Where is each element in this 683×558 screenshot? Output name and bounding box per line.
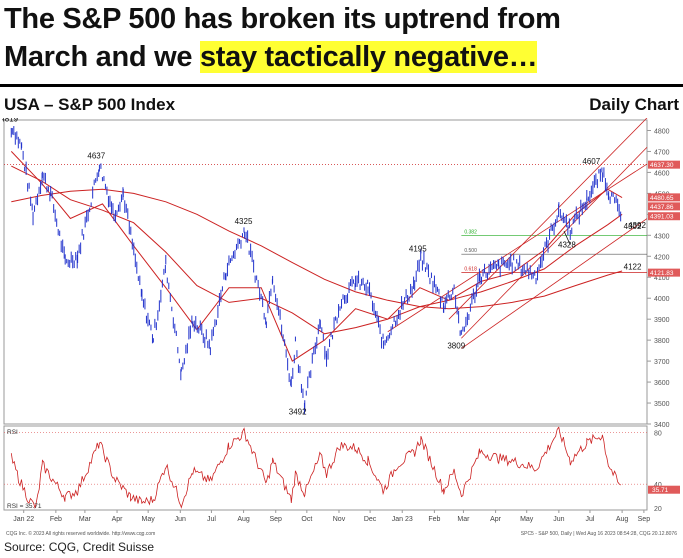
x-tick-label: Feb [50, 516, 62, 523]
rsi-value-left: RSI = 35.71 [7, 503, 42, 510]
price-annotation: 4392 [628, 221, 646, 230]
price-annotation: 4302 [624, 222, 642, 231]
x-tick-label: Apr [490, 516, 502, 523]
y-tick-label: 3900 [654, 317, 670, 324]
x-tick-label: May [520, 516, 534, 523]
fib-label: 0.500 [464, 248, 477, 254]
x-tick-label: Sep [638, 516, 651, 523]
value-box [648, 193, 680, 202]
x-tick-label: Jun [175, 516, 186, 523]
x-tick-label: Jan 22 [13, 516, 34, 523]
moving-average-line [10, 151, 623, 362]
price-annotation: 4325 [235, 217, 253, 226]
x-tick-label: May [142, 516, 156, 523]
rsi-panel-frame [3, 425, 648, 511]
headline-highlight: stay tactically negative… [199, 41, 538, 73]
chart-footer-left: CQG Inc. © 2023 All rights reserved worl… [6, 530, 155, 536]
moving-average-line [11, 165, 623, 335]
price-panel-frame [3, 119, 648, 425]
x-tick-label: Apr [112, 516, 124, 523]
x-tick-label: Aug [616, 516, 629, 523]
value-box [648, 202, 680, 211]
x-tick-label: Jul [207, 516, 216, 523]
value-box-label: 4121.83 [650, 270, 674, 277]
x-tick-label: Aug [237, 516, 250, 523]
y-tick-label: 4100 [654, 275, 670, 282]
y-tick-label: 3500 [654, 401, 670, 408]
rsi-value-box-label: 35.71 [652, 487, 669, 494]
trend-channel-line [448, 117, 648, 320]
rsi-tick-label: 80 [654, 430, 662, 437]
headline-line2-text: March and we [4, 41, 200, 73]
headline: The S&P 500 has broken its uptrend from … [4, 0, 679, 76]
rsi-label: RSI [7, 429, 18, 436]
price-annotation: 4637 [87, 152, 105, 161]
trend-channel-line [461, 218, 648, 349]
chart-frequency: Daily Chart [589, 95, 679, 114]
price-annotation: 4195 [409, 244, 427, 253]
divider [0, 84, 683, 87]
rsi-tick-label: 40 [654, 482, 662, 489]
rsi-line [10, 426, 621, 510]
price-annotation: 3492 [289, 408, 307, 417]
chart-footer-right: SPC5 - S&P 500, Daily | Wed Aug 16 2023 … [521, 531, 677, 536]
value-box [648, 212, 680, 221]
price-annotation: 4607 [582, 157, 600, 166]
x-tick-label: Jan 23 [392, 516, 413, 523]
chart-area: 3400 3500 3600 3700 3800 3900 4000 4100 4200 4300… [0, 114, 681, 537]
y-tick-label: 4200 [654, 254, 670, 261]
fib-label: 0.382 [464, 229, 477, 235]
y-tick-label: 4000 [654, 296, 670, 303]
trend-channel-line [461, 146, 648, 339]
fib-label: 0.618 [464, 267, 477, 273]
y-tick-label: 4800 [654, 128, 670, 135]
x-tick-label: Oct [301, 516, 312, 523]
x-tick-label: Jul [585, 516, 594, 523]
headline-line1: The S&P 500 has broken its uptrend from [4, 3, 561, 35]
chart-title: USA – S&P 500 Index [4, 95, 176, 114]
rsi-tick-label: 20 [654, 506, 662, 513]
headline-line2: March and we stay tactically negative… [4, 38, 679, 76]
value-box [648, 268, 680, 277]
y-tick-label: 4700 [654, 149, 670, 156]
price-annotation: 3809 [447, 341, 465, 350]
y-tick-label: 3700 [654, 359, 670, 366]
y-tick-label: 3400 [654, 422, 670, 429]
value-box-label: 4637.30 [650, 162, 674, 169]
x-tick-label: Nov [333, 516, 346, 523]
value-box-label: 4437.86 [650, 204, 674, 211]
price-annotation: 4328 [558, 240, 576, 249]
value-box-label: 4480.65 [650, 195, 674, 202]
y-tick-label: 4600 [654, 170, 670, 177]
x-tick-label: Mar [457, 516, 470, 523]
price-chart: 3400 3500 3600 3700 3800 3900 4000 4100 4200 4300… [0, 114, 680, 537]
x-tick-label: Jun [553, 516, 564, 523]
rsi-value-box [648, 485, 680, 494]
value-box [648, 160, 680, 169]
value-box-label: 4391.03 [650, 214, 674, 221]
annotation-arrow [563, 230, 571, 245]
x-tick-label: Mar [79, 516, 92, 523]
y-tick-label: 3800 [654, 338, 670, 345]
y-tick-label: 4300 [654, 233, 670, 240]
x-tick-label: Dec [364, 516, 377, 523]
price-annotation: 4819 [2, 118, 19, 123]
y-tick-label: 3600 [654, 380, 670, 387]
moving-average-line [11, 188, 623, 310]
source-note: Source: CQG, Credit Suisse [4, 540, 155, 554]
price-annotation: 4122 [624, 263, 642, 272]
x-tick-label: Sep [269, 516, 282, 523]
x-tick-label: Feb [428, 516, 440, 523]
